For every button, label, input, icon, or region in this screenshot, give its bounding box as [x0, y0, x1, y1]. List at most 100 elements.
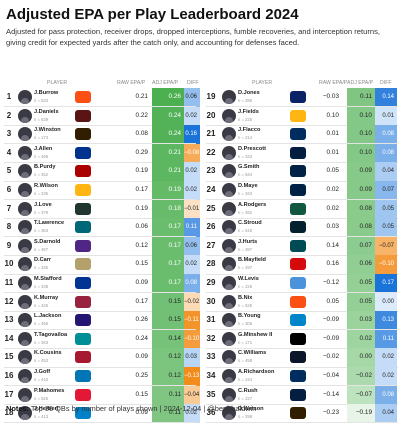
player-headshot [18, 220, 32, 235]
rank: 34 [206, 371, 216, 380]
raw-epa: −0.04 [322, 372, 339, 379]
adj-epa: 0.21 [152, 143, 184, 163]
team-logo-icon [75, 258, 91, 271]
table-row: 14 T.Tagovailoa n = 263 0.24 0.14 −0.10 [0, 329, 200, 349]
epa-diff: 0.02 [184, 404, 200, 423]
table-row: 30 B.Nix n = 526 0.05 0.05 0.00 [202, 292, 400, 312]
player-headshot [222, 276, 236, 290]
epa-diff: 0.02 [184, 162, 200, 181]
row-divider [4, 217, 196, 219]
raw-epa: 0.24 [135, 334, 148, 342]
player-headshot [18, 257, 32, 272]
raw-epa: 0.19 [135, 204, 148, 212]
row-divider [4, 403, 196, 405]
header-diff-left: DIFF [187, 80, 199, 86]
raw-epa: −0.23 [322, 409, 339, 417]
player-name: D.Carr [34, 257, 52, 264]
row-divider [206, 180, 398, 182]
rank: 24 [206, 185, 216, 194]
player-headshot [18, 201, 32, 216]
adj-epa: 0.15 [152, 292, 184, 312]
team-logo-icon [290, 351, 306, 364]
play-count: n = 343 [238, 153, 253, 159]
raw-epa: 0.08 [135, 130, 148, 138]
row-divider [4, 180, 196, 182]
play-count: n = 443 [34, 377, 49, 382]
table-row: 36 D.Watson n = 299 −0.23 −0.19 0.04 [202, 404, 400, 423]
player-headshot [18, 331, 32, 346]
play-count: n = 299 [238, 414, 253, 420]
header-player-left: PLAYER [47, 80, 68, 86]
play-count: n = 413 [34, 414, 49, 420]
table-row: 26 C.Stroud n = 518 0.03 0.08 0.05 [202, 218, 400, 237]
player-name: B.Purdy [34, 164, 56, 171]
player-headshot [18, 238, 32, 253]
epa-diff: 0.07 [375, 181, 397, 200]
row-divider [206, 106, 398, 108]
raw-epa: 0.09 [135, 353, 148, 361]
team-logo-icon [290, 184, 306, 196]
raw-epa: 0.10 [326, 111, 339, 119]
player-headshot [18, 183, 32, 197]
team-logo-icon [290, 165, 306, 178]
rank: 1 [6, 92, 12, 101]
adj-epa: 0.08 [347, 199, 375, 219]
raw-epa: 0.14 [326, 241, 339, 249]
rank: 31 [206, 315, 216, 325]
play-count: n = 525 [34, 395, 49, 401]
epa-diff: 0.01 [375, 106, 397, 126]
play-count: n = 214 [238, 135, 253, 141]
chart-subtitle: Adjusted for pass protection, receiver d… [6, 27, 380, 47]
player-name: G.Minshew II [238, 331, 273, 338]
adj-epa: 0.12 [152, 348, 184, 367]
adj-epa: 0.03 [347, 311, 375, 330]
play-count: n = 497 [238, 265, 253, 271]
table-row: 21 J.Flacco n = 214 0.01 0.10 0.08 [202, 125, 400, 144]
raw-epa: 0.15 [135, 260, 148, 268]
player-headshot [222, 406, 236, 421]
rank: 12 [4, 296, 14, 306]
epa-diff: 0.05 [375, 199, 397, 219]
player-name: W.Levis [238, 276, 259, 282]
raw-epa: −0.03 [322, 93, 339, 100]
team-logo-icon [290, 146, 306, 159]
adj-epa: 0.00 [347, 348, 375, 367]
team-logo-icon [75, 239, 91, 252]
table-row: 4 J.Allen n = 466 0.29 0.21 −0.08 [0, 143, 200, 163]
rank: 32 [206, 333, 216, 343]
table-row: 2 J.Daniels n = 539 0.22 0.24 0.02 [0, 106, 200, 126]
player-headshot [222, 201, 236, 216]
raw-epa: 0.16 [326, 260, 339, 268]
adj-epa: 0.05 [347, 274, 375, 293]
row-divider [4, 329, 196, 331]
team-logo-icon [75, 91, 91, 103]
team-logo-icon [75, 221, 91, 234]
row-divider [206, 217, 398, 219]
play-count: n = 173 [34, 135, 49, 141]
play-count: n = 438 [34, 284, 49, 289]
team-logo-icon [75, 165, 91, 178]
player-name: D.Jones [238, 90, 260, 96]
player-headshot [18, 294, 32, 309]
table-row: 8 T.Lawrence n = 363 0.06 0.17 0.11 [0, 218, 200, 237]
adj-epa: −0.07 [347, 385, 375, 405]
epa-diff: 0.02 [184, 181, 200, 200]
adj-epa: 0.02 [347, 329, 375, 349]
epa-diff: 0.02 [184, 255, 200, 274]
play-count: n = 227 [238, 395, 253, 401]
player-name: G.Smith [238, 164, 260, 171]
epa-diff: 0.11 [375, 329, 397, 349]
rank: 29 [206, 278, 216, 287]
adj-epa: 0.09 [347, 181, 375, 200]
rank: 18 [4, 408, 14, 418]
adj-epa: 0.08 [347, 218, 375, 237]
raw-epa: −0.12 [322, 279, 339, 286]
row-divider [206, 124, 398, 126]
raw-epa: 0.19 [135, 167, 148, 175]
team-logo-icon [290, 332, 306, 345]
player-headshot [18, 164, 32, 179]
adj-epa: 0.05 [347, 292, 375, 312]
team-logo-icon [75, 295, 91, 308]
play-count: n = 539 [34, 116, 49, 122]
rank: 13 [4, 315, 14, 325]
